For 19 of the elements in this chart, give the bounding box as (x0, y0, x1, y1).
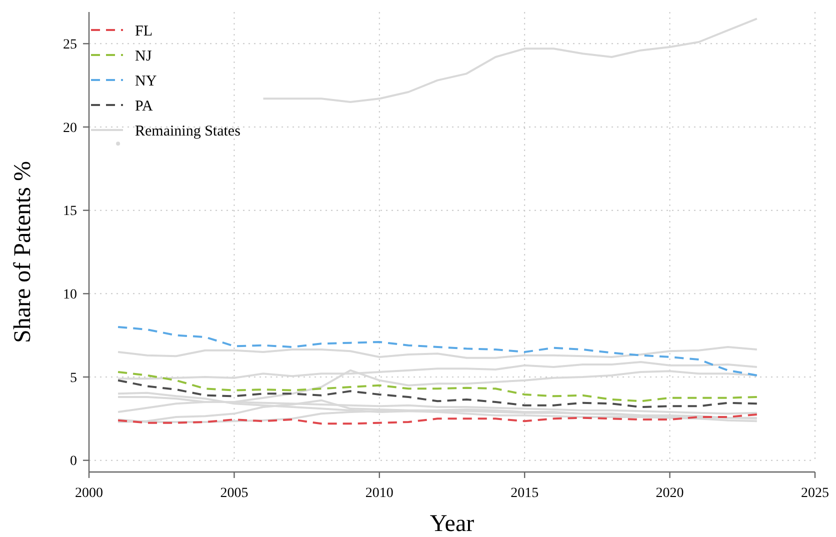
legend-label: PA (135, 98, 153, 114)
legend-label: FL (135, 23, 153, 40)
y-tick-label: 5 (70, 370, 77, 386)
legend-label: NJ (135, 48, 152, 64)
legend-label: Remaining States (135, 123, 241, 140)
x-tick-label: 2010 (365, 486, 394, 501)
y-tick-label: 20 (63, 120, 77, 136)
legend-label: NY (135, 73, 157, 90)
y-tick-label: 15 (63, 204, 77, 220)
x-tick-label: 2025 (801, 486, 829, 501)
y-tick-label: 10 (63, 288, 77, 303)
x-tick-label: 2015 (510, 486, 539, 501)
y-tick-label: 0 (70, 454, 77, 470)
y-tick-label: 25 (63, 38, 77, 53)
y-axis-title: Share of Patents % (10, 161, 36, 343)
x-tick-label: 2000 (75, 486, 103, 501)
x-axis-title: Year (430, 511, 474, 537)
x-tick-label: 2005 (220, 486, 248, 501)
x-tick-label: 2020 (656, 486, 684, 501)
